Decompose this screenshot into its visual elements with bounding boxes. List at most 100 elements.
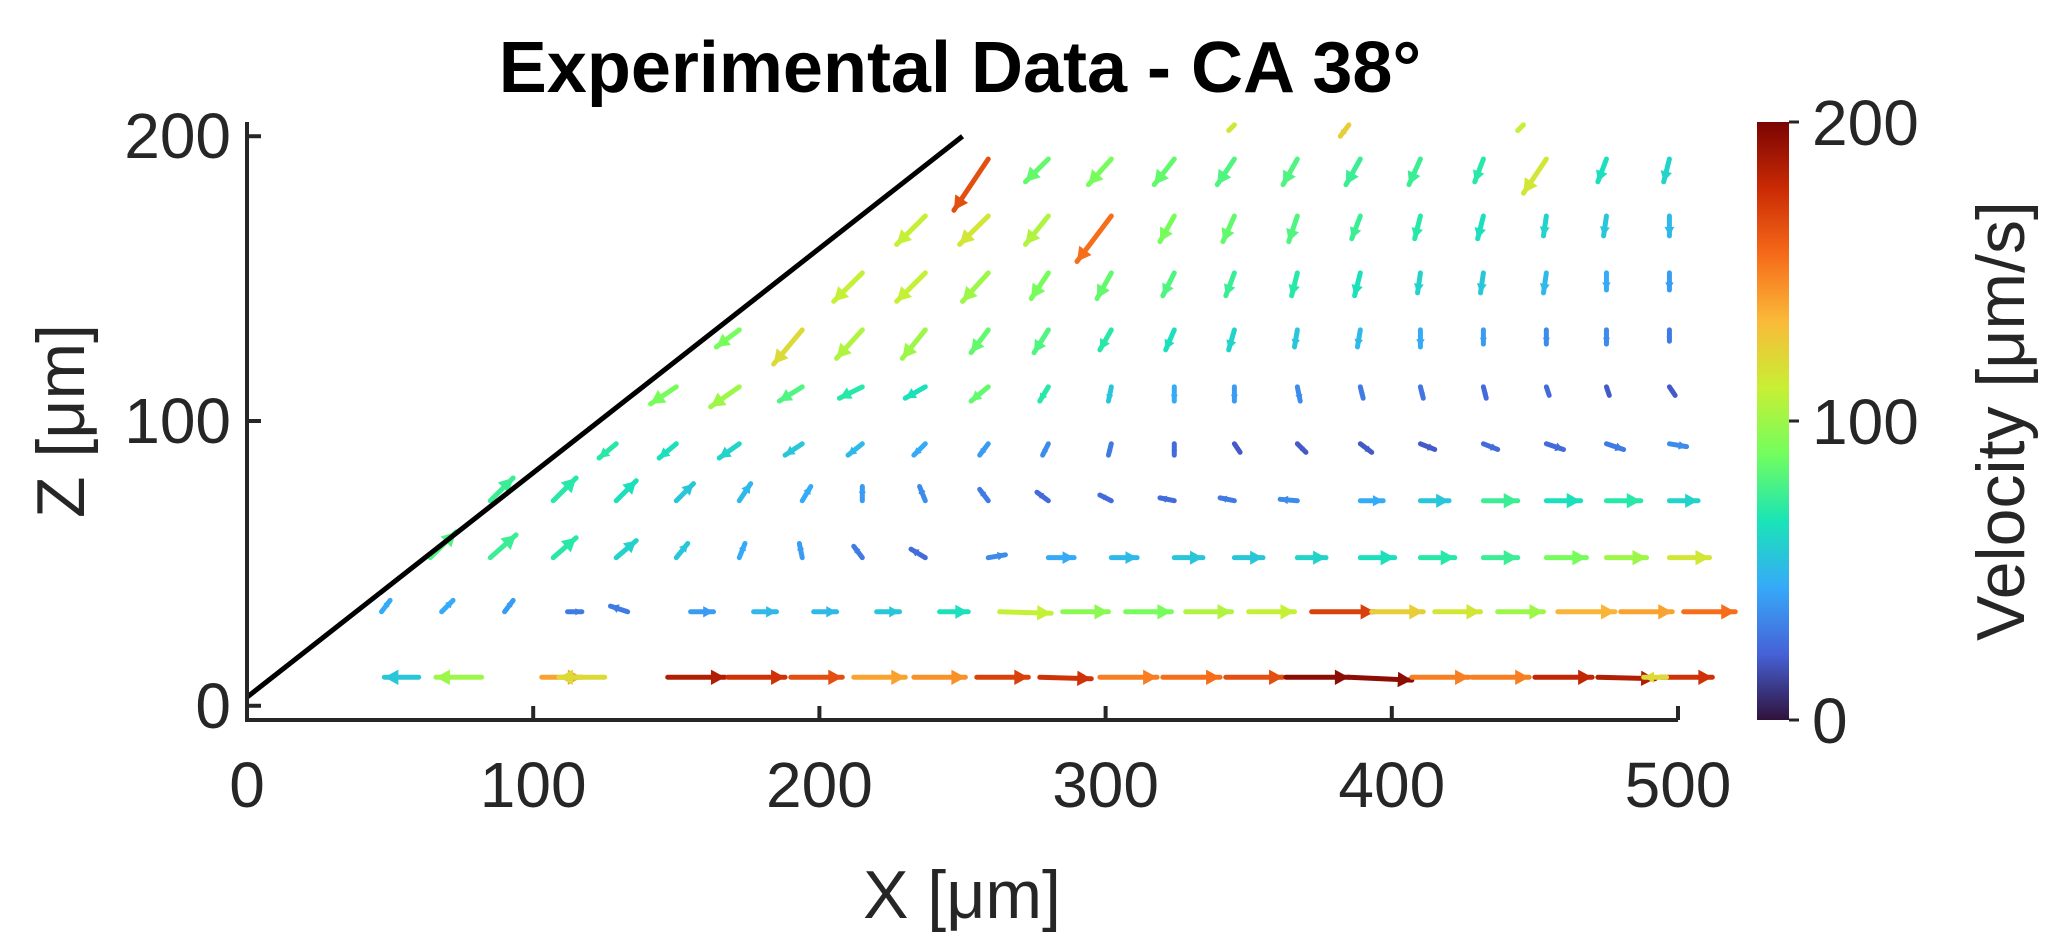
velocity-vector — [1515, 122, 1526, 134]
colorbar-tick-label: 100 — [1812, 386, 1919, 458]
velocity-vector — [1160, 669, 1223, 685]
velocity-vector — [894, 213, 928, 247]
velocity-vector — [487, 532, 519, 561]
velocity-vector — [1369, 604, 1426, 620]
velocity-vector — [1288, 270, 1300, 299]
velocity-vector — [1658, 669, 1715, 685]
velocity-vector — [607, 603, 631, 615]
x-tick-label: 500 — [1625, 749, 1732, 821]
velocity-vector — [1337, 122, 1352, 139]
velocity-vector — [1034, 489, 1051, 504]
velocity-vector — [1277, 495, 1300, 505]
velocity-vector — [937, 604, 971, 619]
velocity-vector — [1480, 384, 1489, 401]
velocity-vector — [1294, 441, 1309, 455]
velocity-vector — [1413, 270, 1424, 296]
velocity-vector — [1105, 441, 1114, 458]
velocity-vector — [788, 669, 845, 685]
velocity-vector — [776, 384, 805, 404]
velocity-vector — [894, 270, 928, 304]
velocity-vector — [1539, 213, 1550, 239]
velocity-vector — [1074, 213, 1114, 265]
velocity-vector — [1480, 549, 1521, 566]
velocity-vector — [688, 606, 717, 618]
velocity-vector — [1214, 156, 1237, 188]
velocity-vector — [977, 441, 991, 458]
velocity-vector — [1246, 604, 1297, 620]
colorbar-label: Velocity [μm/s] — [1963, 201, 2039, 641]
velocity-vector — [1309, 604, 1378, 620]
velocity-vector — [1226, 122, 1237, 134]
velocity-vector — [1520, 156, 1549, 196]
velocity-vector — [1417, 493, 1452, 508]
velocity-vector — [1343, 156, 1363, 188]
velocity-vector — [799, 483, 814, 504]
velocity-vector — [550, 535, 579, 561]
velocity-vector — [556, 669, 608, 685]
velocity-vector — [874, 606, 903, 618]
velocity-vector — [1411, 213, 1423, 242]
velocity-vector — [1097, 669, 1160, 685]
velocity-vector — [725, 669, 788, 685]
velocity-vector — [1599, 213, 1610, 239]
velocity-vector — [1532, 669, 1595, 685]
x-ticks: 0 100 200 300 400 500 — [229, 706, 1731, 821]
velocity-vector — [851, 543, 865, 561]
y-tick-label: 0 — [195, 670, 231, 742]
velocity-vector — [782, 441, 805, 458]
velocity-vector — [1022, 156, 1051, 185]
velocity-vector — [648, 384, 679, 407]
x-tick-label: 400 — [1338, 749, 1445, 821]
velocity-vector — [1223, 270, 1237, 299]
velocity-vector — [1542, 327, 1550, 347]
velocity-vector — [1618, 604, 1675, 620]
velocity-vector — [751, 606, 779, 618]
velocity-vector — [1060, 604, 1111, 620]
velocity-vector — [1357, 549, 1398, 566]
velocity-vector — [1472, 156, 1486, 185]
velocity-vector — [1283, 669, 1352, 685]
velocity-vector — [596, 441, 619, 461]
velocity-vector — [1543, 493, 1584, 509]
velocity-vector — [379, 597, 393, 615]
y-tick-label: 100 — [124, 385, 231, 457]
velocity-vector — [1294, 550, 1329, 565]
velocity-vector — [1097, 492, 1114, 504]
velocity-vector — [968, 327, 991, 356]
velocity-vector — [1291, 327, 1301, 350]
velocity-vector — [1217, 495, 1237, 504]
chart-title: Experimental Data - CA 38° — [499, 28, 1421, 108]
velocity-vector — [565, 608, 585, 616]
velocity-vector — [1603, 441, 1627, 452]
velocity-vector — [836, 384, 865, 401]
axes — [245, 122, 1678, 722]
colorbar — [1757, 122, 1789, 720]
velocity-vector — [613, 538, 639, 561]
velocity-vector — [899, 327, 928, 361]
velocity-vector — [1409, 669, 1472, 685]
velocity-vector — [1357, 495, 1386, 507]
velocity-vector — [1416, 327, 1425, 350]
velocity-vector — [1286, 213, 1300, 245]
velocity-vector — [550, 475, 579, 504]
wall-line — [245, 134, 965, 700]
velocity-vector — [1171, 550, 1206, 565]
velocity-vector — [1543, 549, 1589, 566]
velocity-vector — [1094, 270, 1114, 302]
y-ticks: 0 100 200 — [124, 100, 261, 742]
velocity-vector — [1664, 213, 1675, 239]
velocity-vector — [1183, 604, 1235, 620]
velocity-vector — [771, 327, 805, 367]
velocity-vector — [1474, 213, 1486, 242]
velocity-vector — [1028, 270, 1051, 302]
velocity-vector — [1108, 551, 1140, 565]
velocity-vector — [1170, 384, 1178, 404]
velocity-vector — [1157, 495, 1177, 504]
velocity-vector — [1602, 270, 1611, 293]
y-axis-label: Z [μm] — [23, 324, 99, 518]
velocity-vector — [960, 270, 991, 304]
velocity-vector — [1476, 270, 1487, 296]
velocity-vector — [736, 540, 748, 561]
velocity-vector — [1603, 384, 1612, 398]
